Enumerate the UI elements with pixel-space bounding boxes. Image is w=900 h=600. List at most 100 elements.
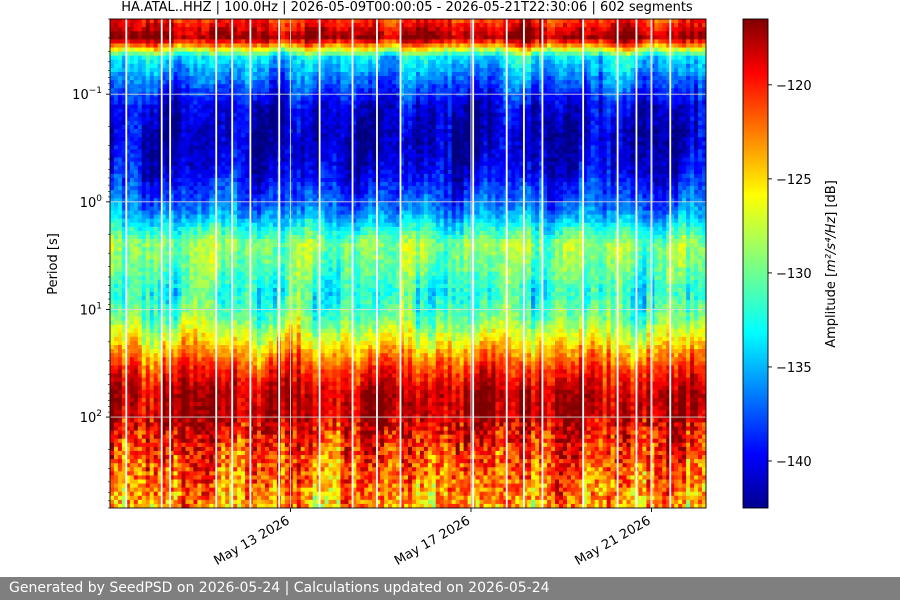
heatmap-cell [221,287,226,293]
heatmap-cell [253,161,258,167]
heatmap-cell [233,129,238,134]
heatmap-cell [117,402,123,407]
heatmap-cell [249,210,254,216]
heatmap-cell [117,206,123,212]
heatmap-cell [205,300,210,305]
heatmap-cell [117,96,123,102]
heatmap-cell [253,169,258,175]
heatmap-cell [153,373,159,379]
heatmap-cell [189,153,195,159]
heatmap-cell [185,194,191,199]
heatmap-cell [233,495,238,501]
heatmap-cell [264,397,270,403]
heatmap-cell [217,410,222,415]
heatmap-cell [121,226,127,232]
heatmap-cell [117,438,123,444]
heatmap-cell [169,340,175,346]
heatmap-cell [205,88,210,93]
heatmap-cell [177,320,183,326]
heatmap-cell [173,218,179,224]
heatmap-cell [249,149,254,155]
heatmap-cell [173,259,179,265]
heatmap-cell [233,328,238,334]
heatmap-cell [165,312,171,318]
heatmap-cell [173,393,179,399]
heatmap-cell [201,76,206,81]
heatmap-cell [253,308,258,313]
heatmap-cell [113,459,119,464]
heatmap-cell [169,226,175,232]
heatmap-cell [241,47,246,53]
heatmap-cell [121,43,127,49]
heatmap-cell [149,316,155,322]
heatmap-cell [117,218,123,224]
heatmap-cell [264,116,270,122]
heatmap-cell [125,410,131,415]
heatmap-cell [193,267,199,273]
heatmap-cell [201,59,206,65]
heatmap-cell [257,430,262,436]
heatmap-cell [145,418,151,424]
heatmap-cell [205,96,210,102]
heatmap-cell [225,463,230,468]
heatmap-cell [181,230,187,236]
heatmap-cell [133,377,139,383]
heatmap-cell [181,402,187,407]
heatmap-cell [157,173,163,179]
heatmap-cell [205,194,210,199]
heatmap-cell [257,84,262,89]
heatmap-cell [185,31,191,36]
heatmap-cell [237,149,242,155]
heatmap-cell [161,222,167,228]
heatmap-cell [197,491,202,497]
heatmap-cell [257,234,262,240]
heatmap-cell [185,328,191,334]
heatmap-cell [133,353,139,358]
heatmap-cell [241,259,246,265]
heatmap-cell [137,27,143,32]
heatmap-cell [205,422,210,428]
heatmap-cell [169,450,175,456]
heatmap-cell [221,157,226,163]
heatmap-cell [189,463,195,468]
heatmap-cell [197,19,202,24]
heatmap-cell [153,385,159,391]
heatmap-cell [217,450,222,456]
heatmap-cell [149,446,155,452]
heatmap-cell [225,214,230,220]
heatmap-cell [209,345,214,350]
heatmap-cell [201,446,206,452]
heatmap-cell [233,385,238,391]
heatmap-cell [129,438,135,444]
heatmap-cell [189,287,195,293]
heatmap-cell [137,67,143,73]
heatmap-cell [225,173,230,179]
heatmap-cell [221,304,226,309]
heatmap-cell [209,76,214,81]
heatmap-cell [221,487,226,493]
heatmap-cell [241,292,246,297]
heatmap-cell [141,430,147,436]
heatmap-cell [257,487,262,493]
heatmap-cell [110,402,115,407]
heatmap-cell [121,243,127,248]
heatmap-cell [225,218,230,224]
heatmap-cell [110,491,115,497]
heatmap-cell [237,100,242,106]
heatmap-cell [233,47,238,53]
heatmap-cell [185,222,191,228]
heatmap-cell [177,173,183,179]
heatmap-cell [165,202,171,208]
heatmap-cell [113,349,119,354]
heatmap-cell [173,308,179,313]
heatmap-cell [221,124,226,130]
heatmap-cell [201,104,206,110]
heatmap-cell [121,133,127,138]
heatmap-cell [121,157,127,163]
heatmap-cell [173,483,179,489]
heatmap-cell [201,402,206,407]
heatmap-cell [193,263,199,269]
heatmap-cell [113,292,119,297]
heatmap-cell [217,80,222,85]
heatmap-cell [169,292,175,297]
